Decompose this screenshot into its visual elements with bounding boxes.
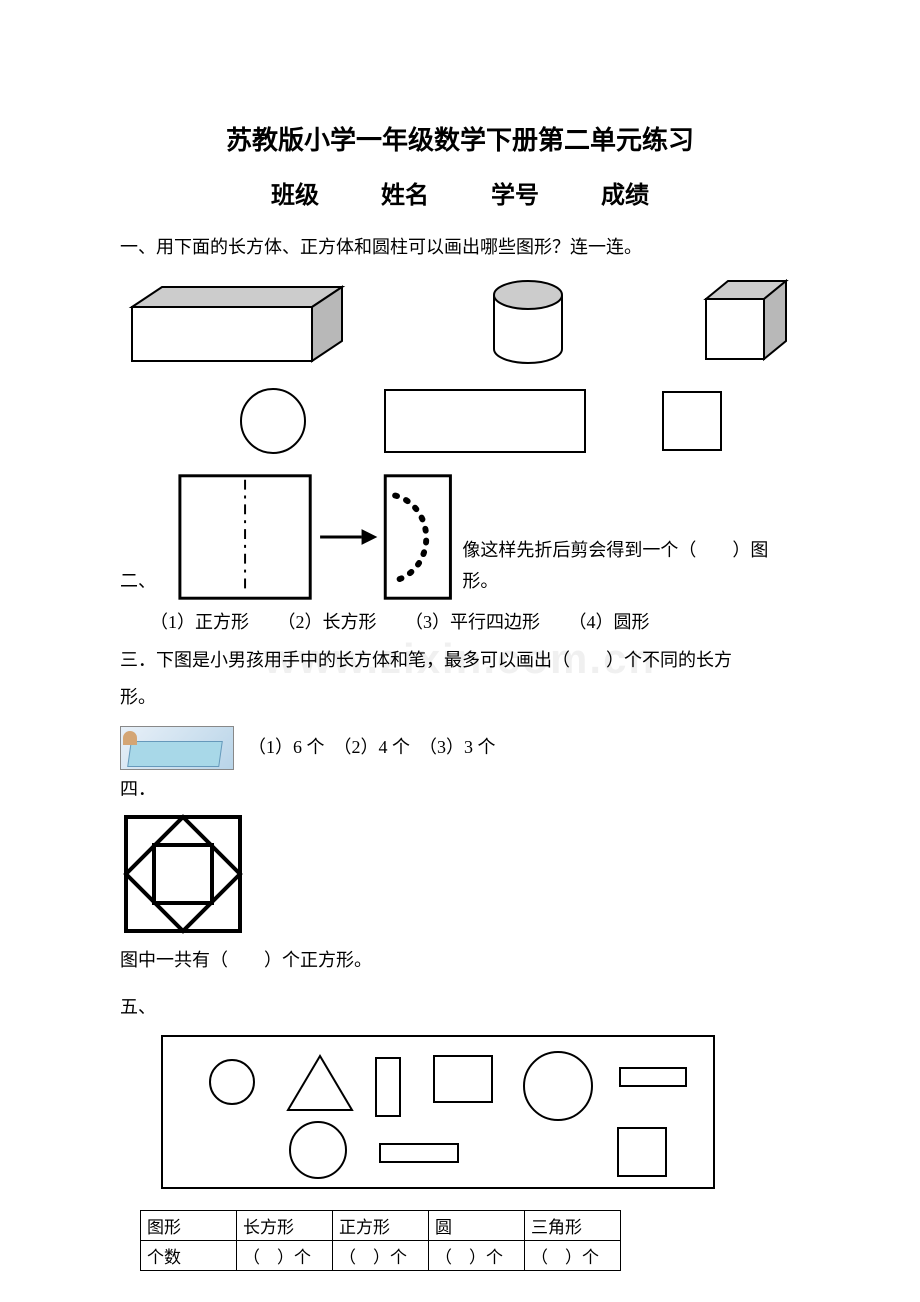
q3-text1: 三．下图是小男孩用手中的长方体和笔，最多可以画出（ ）个不同的长方	[120, 645, 800, 676]
q2-tail: 像这样先折后剪会得到一个（ ）图形。	[462, 535, 800, 600]
th-circle: 圆	[429, 1211, 525, 1241]
label-name: 姓名	[381, 175, 429, 210]
th-shape: 图形	[141, 1211, 237, 1241]
boy-drawing-image	[120, 726, 234, 770]
q4-text: 图中一共有（ ）个正方形。	[120, 945, 800, 976]
td-square-count: （ ）个	[333, 1241, 429, 1271]
page-title: 苏教版小学一年级数学下册第二单元练习	[120, 120, 800, 157]
q4-lead: 四．	[120, 774, 800, 805]
th-triangle: 三角形	[525, 1211, 621, 1241]
fold-cut-figure	[172, 467, 456, 607]
table-row: 个数 （ ）个 （ ）个 （ ）个 （ ）个	[141, 1241, 621, 1271]
q5-lead: 五、	[120, 992, 800, 1023]
q2-options: （1）正方形 （2）长方形 （3）平行四边形 （4）圆形	[120, 607, 800, 638]
th-rect: 长方形	[237, 1211, 333, 1241]
q3-text2: 形。	[120, 682, 800, 713]
circle-icon	[237, 385, 309, 457]
q2-row: 二、 像这样先折后剪会得到一个（ ）图形。	[120, 467, 800, 607]
q4-figure	[120, 811, 800, 937]
q2-opt2: （2）长方形	[278, 612, 377, 632]
q5-figure	[158, 1032, 800, 1192]
table-row: 图形 长方形 正方形 圆 三角形	[141, 1211, 621, 1241]
q5-table: 图形 长方形 正方形 圆 三角形 个数 （ ）个 （ ）个 （ ）个 （ ）个	[140, 1210, 621, 1271]
q2-opt3: （3）平行四边形	[405, 612, 540, 632]
rectangle-icon	[383, 388, 587, 454]
row-3d-solids	[120, 269, 800, 371]
td-rect-count: （ ）个	[237, 1241, 333, 1271]
td-triangle-count: （ ）个	[525, 1241, 621, 1271]
q3-options: （1）6 个 （2）4 个 （3）3 个	[248, 732, 496, 765]
cube-icon	[700, 275, 794, 367]
td-count-label: 个数	[141, 1241, 237, 1271]
info-header: 班级 姓名 学号 成绩	[120, 175, 800, 210]
label-score: 成绩	[601, 175, 649, 210]
q2-lead: 二、	[120, 566, 156, 601]
q2-opt4: （4）圆形	[569, 612, 650, 632]
cuboid-icon	[126, 281, 356, 367]
square-icon	[661, 390, 723, 452]
td-circle-count: （ ）个	[429, 1241, 525, 1271]
cylinder-icon	[482, 275, 574, 367]
th-square: 正方形	[333, 1211, 429, 1241]
row-2d-shapes	[120, 385, 800, 457]
label-id: 学号	[491, 175, 539, 210]
q2-opt1: （1）正方形	[150, 612, 249, 632]
label-class: 班级	[271, 175, 319, 210]
q1-text: 一、用下面的长方体、正方体和圆柱可以画出哪些图形？连一连。	[120, 232, 800, 263]
q3-figure-row: （1）6 个 （2）4 个 （3）3 个	[120, 726, 800, 770]
